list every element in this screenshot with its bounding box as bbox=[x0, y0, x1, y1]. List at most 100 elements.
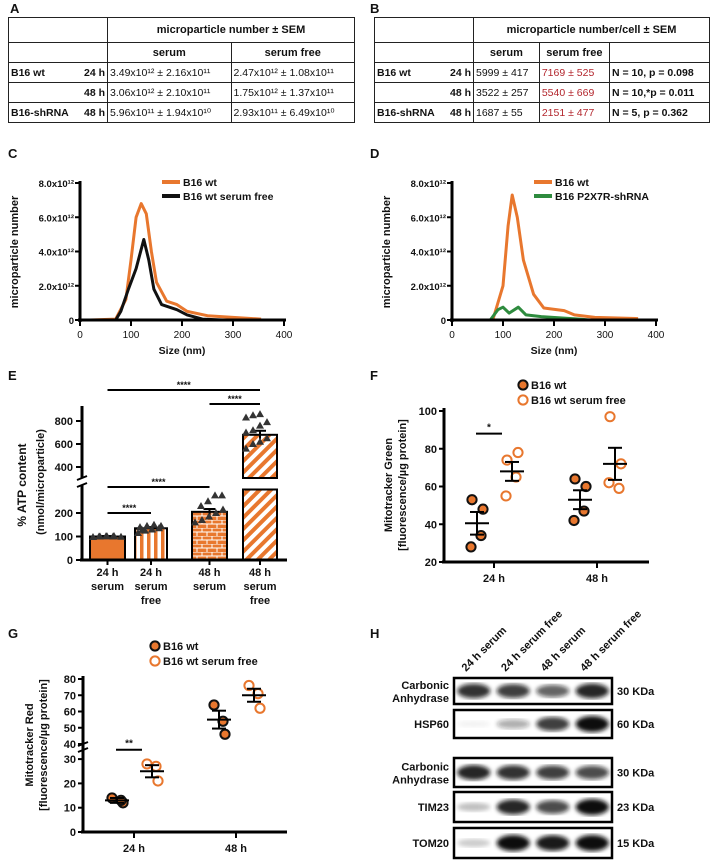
column-header: serum free bbox=[538, 42, 610, 63]
panel-label-e: E bbox=[8, 368, 17, 383]
row-label: B16 wt 24 h bbox=[374, 62, 474, 83]
molecular-weight-label: 15 KDa bbox=[617, 838, 655, 850]
data-point-triangle bbox=[191, 518, 199, 526]
data-point-triangle bbox=[249, 440, 257, 447]
y-tick-label: 0 bbox=[70, 827, 76, 839]
legend-label: B16 wt bbox=[183, 177, 217, 189]
protein-label: Carbonic bbox=[401, 680, 449, 692]
x-axis-label: Size (nm) bbox=[159, 345, 206, 357]
value-cell: 1687 ± 55 bbox=[473, 102, 540, 123]
y-axis-label: Mitotracker Green bbox=[383, 438, 395, 532]
data-point-triangle bbox=[263, 434, 271, 442]
legend-label: B16 wt bbox=[163, 641, 199, 653]
series-line-c-1 bbox=[90, 238, 223, 322]
row-group: B16-shRNA bbox=[11, 106, 69, 119]
data-point-triangle bbox=[242, 428, 250, 436]
protein-band bbox=[575, 799, 609, 815]
significance-label: **** bbox=[122, 503, 137, 513]
data-point-triangle bbox=[198, 516, 206, 524]
protein-band bbox=[496, 719, 530, 729]
stat-cell: N = 10,*p = 0.011 bbox=[608, 82, 711, 103]
protein-band bbox=[536, 835, 570, 851]
y-tick-label: 8.0x10¹² bbox=[39, 179, 74, 190]
column-header: serum bbox=[473, 42, 540, 63]
protein-band bbox=[496, 765, 530, 780]
x-tick-label: 0 bbox=[77, 330, 83, 341]
x-category-label: 48 h bbox=[198, 567, 220, 579]
table-row: B16-shRNA 48 h 1687 ± 55 2151 ± 477 N = 5, p… bbox=[374, 102, 711, 123]
protein-band bbox=[496, 684, 530, 698]
data-point-triangle bbox=[89, 532, 97, 540]
corner-cell bbox=[374, 42, 474, 63]
value-cell: 2.93x10¹¹ ± 6.49x10¹⁰ bbox=[230, 102, 355, 123]
x-tick-label: 300 bbox=[597, 330, 614, 341]
panel-label-h: H bbox=[370, 626, 379, 641]
row-label: B16-shRNA 48 h bbox=[8, 102, 108, 123]
protein-label: HSP60 bbox=[414, 719, 449, 731]
column-header: serum bbox=[107, 42, 232, 63]
corner-cell bbox=[374, 17, 474, 43]
table-header: microparticle number/cell ± SEM bbox=[473, 17, 710, 43]
x-tick-label: 400 bbox=[276, 330, 293, 341]
legend-label: B16 wt serum free bbox=[531, 395, 626, 407]
data-point-triangle bbox=[211, 491, 219, 499]
row-time: 48 h bbox=[83, 106, 105, 119]
y-axis-label-2: [fluorescence/µg protein] bbox=[38, 679, 50, 811]
panel-label-b: B bbox=[370, 1, 379, 16]
y-tick-label: 2.0x10¹² bbox=[411, 282, 446, 293]
table-row: B16 wt 24 h 5999 ± 417 7169 ± 525 N = 10, p … bbox=[374, 62, 711, 83]
x-category-label: serum bbox=[134, 581, 167, 593]
row-label: 48 h bbox=[374, 82, 474, 103]
protein-band bbox=[457, 683, 491, 699]
x-category-label: 48 h bbox=[249, 567, 271, 579]
x-axis-label: Size (nm) bbox=[531, 345, 578, 357]
y-tick-label: 70 bbox=[64, 690, 76, 702]
bar-lower bbox=[242, 488, 278, 561]
y-axis-label: Mitotracker Red bbox=[24, 703, 36, 786]
x-category-label: serum bbox=[243, 581, 276, 593]
x-tick-label: 100 bbox=[123, 330, 140, 341]
x-tick-label: 200 bbox=[174, 330, 191, 341]
protein-band bbox=[575, 716, 609, 732]
protein-band bbox=[457, 720, 491, 728]
significance-label: **** bbox=[228, 394, 243, 404]
data-point bbox=[512, 446, 524, 459]
data-point-triangle bbox=[197, 501, 205, 509]
row-time: 48 h bbox=[83, 86, 105, 99]
data-point-triangle bbox=[219, 505, 227, 513]
stat-cell: N = 5, p = 0.362 bbox=[608, 102, 711, 123]
data-point-triangle bbox=[256, 421, 264, 429]
protein-band bbox=[536, 800, 570, 814]
protein-band bbox=[496, 835, 530, 851]
value-cell: 3.06x10¹² ± 2.10x10¹¹ bbox=[107, 82, 232, 103]
table-b: microparticle number/cell ± SEM serum seru… bbox=[374, 17, 711, 123]
table-row: B16-shRNA 48 h 5.96x10¹¹ ± 1.94x10¹⁰ 2.93x1… bbox=[8, 102, 355, 123]
table-header: microparticle number ± SEM bbox=[107, 17, 355, 43]
significance-label: **** bbox=[177, 380, 192, 390]
protein-band bbox=[536, 765, 570, 780]
y-axis-label-2: [fluorescence/µg protein] bbox=[397, 419, 409, 551]
x-category-label: free bbox=[250, 595, 270, 607]
y-tick-label: 400 bbox=[55, 462, 73, 474]
row-group: B16-shRNA bbox=[377, 106, 435, 119]
y-tick-label: 6.0x10¹² bbox=[411, 213, 446, 224]
row-time: 24 h bbox=[83, 66, 105, 79]
value-cell: 5.96x10¹¹ ± 1.94x10¹⁰ bbox=[107, 102, 232, 123]
significance-label: * bbox=[487, 423, 491, 434]
y-tick-label: 50 bbox=[64, 723, 76, 735]
data-point-triangle bbox=[143, 521, 151, 529]
data-point bbox=[501, 454, 513, 466]
x-category-label: 24 h bbox=[96, 567, 118, 579]
x-category-label: serum bbox=[91, 581, 124, 593]
y-tick-label: 40 bbox=[425, 519, 437, 531]
x-tick-label: 400 bbox=[648, 330, 665, 341]
x-tick-label: 0 bbox=[449, 330, 455, 341]
legend-label: B16 wt bbox=[555, 177, 589, 189]
y-tick-label: 100 bbox=[419, 406, 437, 418]
protein-label: TOM20 bbox=[413, 838, 449, 850]
value-cell: 3522 ± 257 bbox=[473, 82, 540, 103]
data-point-triangle bbox=[263, 418, 271, 426]
y-tick-label: 4.0x10¹² bbox=[411, 248, 446, 259]
data-point-triangle bbox=[242, 444, 250, 452]
